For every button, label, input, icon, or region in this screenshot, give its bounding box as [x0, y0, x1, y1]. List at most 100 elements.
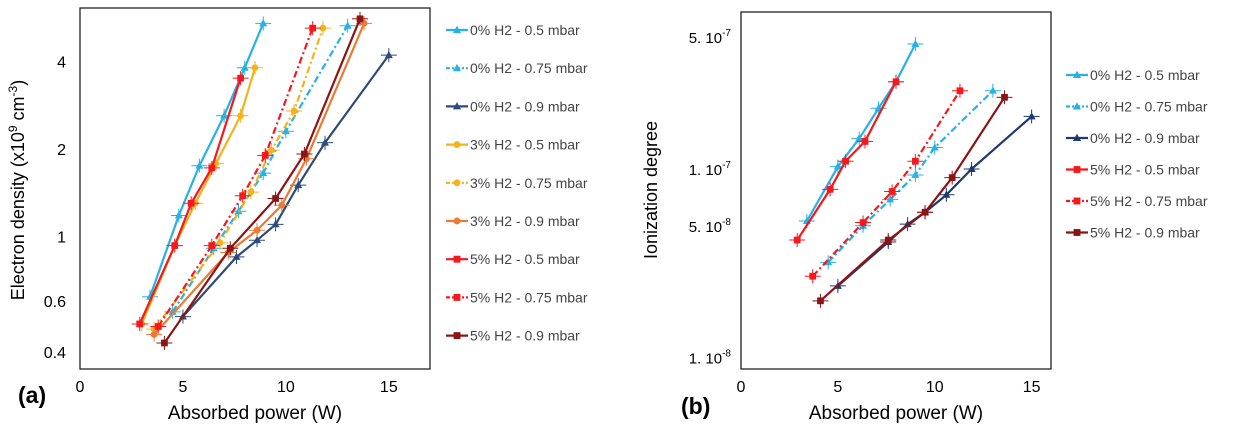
legend-item: 5% H2 - 0.9 mbar — [446, 328, 580, 344]
series-line — [827, 89, 994, 264]
legend-marker-swatch — [1072, 102, 1082, 110]
x-axis-label-a: Absorbed power (W) — [168, 403, 342, 424]
legend-item: 5% H2 - 0.75 mbar — [446, 289, 588, 305]
data-point — [208, 164, 216, 172]
legend-item: 3% H2 - 0.9 mbar — [446, 213, 580, 229]
panel-b: 0 5 10 15 1. 10-8 5. 10-8 1. 10-7 5. 10-7 Absor… — [641, 11, 1208, 424]
legend-item: 0% H2 - 0.75 mbar — [446, 60, 588, 76]
data-point — [321, 138, 329, 146]
y-tick-label: 0.4 — [44, 345, 66, 362]
data-point — [817, 297, 824, 305]
data-point — [356, 15, 364, 23]
legend-label: 5% H2 - 0.5 mbar — [470, 251, 580, 267]
legend-marker-swatch — [452, 102, 462, 110]
y-tick-label: 1 — [57, 229, 66, 246]
y-axis-label-b: Ionization degree — [641, 121, 661, 259]
data-point — [948, 174, 956, 181]
series-4 — [804, 83, 968, 284]
data-point — [384, 50, 393, 59]
data-point — [892, 78, 900, 86]
legend-item: 5% H2 - 0.9 mbar — [1066, 225, 1200, 241]
legend-label: 5% H2 - 0.5 mbar — [1090, 162, 1200, 178]
data-point — [859, 219, 867, 226]
legend-marker-swatch — [453, 332, 461, 340]
data-point — [833, 162, 842, 170]
legend-label: 5% H2 - 0.75 mbar — [1090, 193, 1208, 209]
data-point — [290, 107, 298, 115]
legend-item: 5% H2 - 0.5 mbar — [1066, 162, 1200, 178]
x-tick-label: 15 — [1023, 379, 1041, 396]
data-point — [911, 170, 920, 178]
data-point — [226, 244, 234, 252]
legend-marker-swatch — [1073, 166, 1081, 173]
data-point — [888, 188, 896, 195]
data-point — [956, 87, 964, 95]
data-point — [272, 195, 279, 202]
data-point — [208, 242, 216, 249]
data-point — [240, 63, 249, 71]
legend-marker-swatch — [453, 293, 461, 301]
data-point — [793, 236, 801, 244]
y-axis-label-a: Electron density (x109 cm-3) — [6, 80, 28, 300]
data-point — [251, 64, 259, 72]
x-tick-label: 10 — [926, 379, 944, 396]
data-point — [886, 195, 895, 203]
data-point — [271, 220, 280, 228]
data-point — [237, 74, 244, 82]
y-tick-label: 2 — [57, 142, 66, 159]
legend-marker-swatch — [1073, 229, 1081, 236]
legend-item: 5% H2 - 0.75 mbar — [1066, 193, 1208, 209]
x-tick-label: 0 — [737, 379, 746, 396]
data-point — [253, 226, 261, 234]
data-point — [826, 185, 834, 193]
data-point — [824, 258, 833, 266]
data-point — [281, 126, 290, 135]
data-point — [930, 143, 939, 151]
data-point — [161, 339, 168, 347]
data-point — [301, 150, 308, 158]
y-tick-label: 1. 10-8 — [689, 349, 732, 368]
x-tick-label: 15 — [380, 379, 398, 396]
legend-marker-swatch — [452, 63, 462, 72]
legend-marker-swatch — [453, 255, 461, 263]
data-point — [174, 211, 183, 219]
y-tick-label: 5. 10-7 — [689, 28, 732, 47]
data-point — [150, 331, 158, 338]
data-point — [967, 164, 976, 172]
series-6 — [131, 71, 249, 331]
legend-item: 0% H2 - 0.5 mbar — [446, 22, 580, 38]
data-point — [259, 19, 268, 27]
data-point — [278, 201, 286, 209]
series-5 — [812, 90, 1013, 308]
legend-label: 5% H2 - 0.9 mbar — [1090, 225, 1200, 241]
legend-item: 3% H2 - 0.75 mbar — [446, 175, 588, 191]
data-point — [187, 199, 195, 207]
data-point — [1001, 93, 1008, 101]
x-tick-label: 0 — [76, 379, 85, 396]
data-point — [343, 21, 352, 29]
legend-marker-swatch — [1073, 197, 1081, 205]
data-point — [259, 168, 268, 177]
y-tick-label: 4 — [57, 54, 66, 71]
legend-marker-swatch — [453, 217, 461, 225]
legend-item: 0% H2 - 0.75 mbar — [1066, 99, 1208, 115]
data-point — [220, 111, 229, 119]
legend-item: 0% H2 - 0.9 mbar — [446, 98, 580, 114]
legend-item: 5% H2 - 0.5 mbar — [446, 251, 580, 267]
series-4 — [146, 21, 331, 337]
data-point — [294, 180, 303, 189]
legend-label: 5% H2 - 0.9 mbar — [470, 328, 580, 344]
series-line — [153, 27, 324, 330]
data-point — [921, 208, 929, 216]
legend-label: 0% H2 - 0.75 mbar — [1090, 99, 1208, 115]
data-point — [988, 86, 997, 94]
data-point — [268, 146, 275, 154]
data-point — [195, 161, 204, 169]
data-point — [239, 192, 247, 200]
data-point — [855, 134, 864, 142]
legend-label: 3% H2 - 0.5 mbar — [470, 137, 580, 153]
data-point — [261, 151, 269, 159]
legend-item: 0% H2 - 0.5 mbar — [1066, 67, 1200, 83]
data-point — [309, 24, 317, 32]
panel-label-a: (a) — [18, 382, 46, 408]
